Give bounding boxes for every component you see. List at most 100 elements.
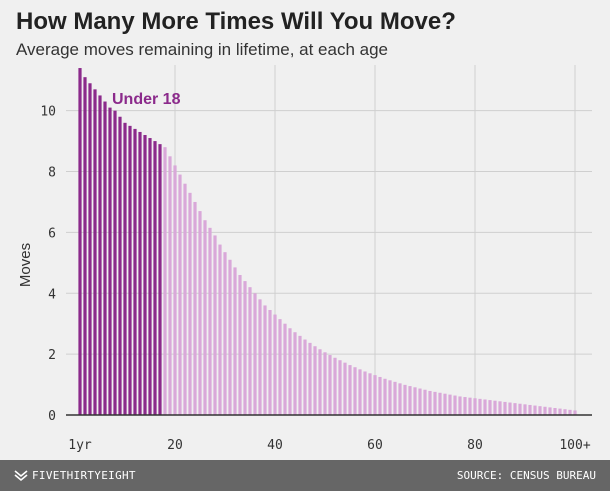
bar-age-64 bbox=[393, 381, 397, 415]
bar-age-84 bbox=[493, 400, 497, 415]
bar-age-19 bbox=[168, 156, 172, 415]
y-axis-label: Moves bbox=[17, 243, 34, 287]
bar-age-62 bbox=[383, 378, 387, 415]
bar-age-58 bbox=[363, 371, 367, 415]
bar-age-71 bbox=[428, 390, 432, 415]
bar-age-8 bbox=[113, 110, 117, 416]
bar-age-11 bbox=[128, 125, 132, 415]
source-credit: SOURCE: CENSUS BUREAU bbox=[456, 469, 596, 482]
bar-age-23 bbox=[188, 192, 192, 415]
bar-age-51 bbox=[328, 355, 332, 415]
bar-age-3 bbox=[88, 83, 92, 416]
bar-age-12 bbox=[133, 128, 137, 416]
bar-age-22 bbox=[183, 183, 187, 415]
x-tick-label: 20 bbox=[167, 438, 183, 453]
bar-age-66 bbox=[403, 384, 407, 415]
bar-age-60 bbox=[373, 375, 377, 415]
bar-age-13 bbox=[138, 131, 142, 415]
bar-age-7 bbox=[108, 107, 112, 415]
bar-age-4 bbox=[93, 89, 97, 415]
bar-age-50 bbox=[323, 352, 327, 415]
bar-age-31 bbox=[228, 259, 232, 415]
bar-age-74 bbox=[443, 393, 447, 415]
bar-age-6 bbox=[103, 101, 107, 416]
bar-age-82 bbox=[483, 399, 487, 415]
bar-age-55 bbox=[348, 365, 352, 415]
bar-age-75 bbox=[448, 394, 452, 415]
bar-age-67 bbox=[408, 386, 412, 415]
bar-age-42 bbox=[283, 323, 287, 415]
bar-age-68 bbox=[413, 387, 417, 415]
bar-age-92 bbox=[533, 405, 537, 415]
bars bbox=[78, 68, 577, 416]
bar-age-10 bbox=[123, 122, 127, 416]
bar-age-16 bbox=[153, 141, 157, 415]
bar-age-53 bbox=[338, 360, 342, 415]
bar-age-15 bbox=[148, 138, 152, 416]
bar-age-79 bbox=[468, 397, 472, 415]
bar-chart: 0 2 4 6 8 10 1yr 20 40 60 80 100+ Moves Under 18 bbox=[17, 65, 592, 453]
brand-label: FIVETHIRTYEIGHT bbox=[32, 469, 136, 482]
bar-age-20 bbox=[173, 165, 177, 415]
bar-age-45 bbox=[298, 335, 302, 415]
bar-age-43 bbox=[288, 328, 292, 415]
bar-age-56 bbox=[353, 367, 357, 415]
bar-age-32 bbox=[233, 267, 237, 415]
bar-age-2 bbox=[83, 77, 87, 415]
bar-age-63 bbox=[388, 380, 392, 415]
bar-age-5 bbox=[98, 95, 102, 415]
bar-age-100 bbox=[573, 410, 577, 415]
bar-age-24 bbox=[193, 201, 197, 415]
y-tick-label: 4 bbox=[48, 287, 56, 302]
bar-age-83 bbox=[488, 400, 492, 415]
x-tick-label: 1yr bbox=[68, 438, 92, 453]
bar-age-48 bbox=[313, 346, 317, 415]
bar-age-1 bbox=[78, 68, 82, 415]
bar-age-35 bbox=[248, 287, 252, 415]
bar-age-36 bbox=[253, 293, 257, 415]
bar-age-73 bbox=[438, 392, 442, 415]
x-tick-label: 80 bbox=[467, 438, 483, 453]
bar-age-54 bbox=[343, 362, 347, 415]
bar-age-27 bbox=[208, 227, 212, 415]
bar-age-44 bbox=[293, 332, 297, 415]
bar-age-28 bbox=[213, 235, 217, 415]
bar-age-95 bbox=[548, 407, 552, 415]
bar-age-98 bbox=[563, 409, 567, 415]
x-tick-label: 100+ bbox=[559, 438, 590, 453]
bar-age-33 bbox=[238, 275, 242, 415]
fivethirtyeight-logo-icon bbox=[14, 469, 28, 481]
bar-age-69 bbox=[418, 388, 422, 415]
bar-age-91 bbox=[528, 404, 532, 415]
bar-age-85 bbox=[498, 401, 502, 415]
chart-title: How Many More Times Will You Move? bbox=[16, 8, 456, 35]
bar-age-14 bbox=[143, 135, 147, 415]
x-tick-label: 40 bbox=[267, 438, 283, 453]
bar-age-39 bbox=[268, 310, 272, 415]
bar-age-96 bbox=[553, 408, 557, 415]
tick-labels: 0 2 4 6 8 10 1yr 20 40 60 80 100+ bbox=[40, 105, 590, 453]
bar-age-37 bbox=[258, 299, 262, 415]
bar-age-26 bbox=[203, 220, 207, 415]
y-tick-label: 10 bbox=[40, 105, 56, 120]
bar-age-78 bbox=[463, 397, 467, 415]
bar-age-86 bbox=[503, 401, 507, 415]
y-tick-label: 6 bbox=[48, 226, 56, 241]
bar-age-99 bbox=[568, 409, 572, 415]
bar-age-61 bbox=[378, 376, 382, 415]
bar-age-9 bbox=[118, 116, 122, 415]
bar-age-29 bbox=[218, 244, 222, 415]
bar-age-87 bbox=[508, 402, 512, 415]
bar-age-90 bbox=[523, 404, 527, 415]
bar-age-76 bbox=[453, 395, 457, 415]
bar-age-40 bbox=[273, 314, 277, 415]
footer-bar: FIVETHIRTYEIGHT SOURCE: CENSUS BUREAU bbox=[0, 460, 610, 491]
bar-age-52 bbox=[333, 357, 337, 415]
under-18-annotation: Under 18 bbox=[112, 91, 181, 108]
bar-age-89 bbox=[518, 403, 522, 415]
bar-age-25 bbox=[198, 211, 202, 415]
brand: FIVETHIRTYEIGHT bbox=[14, 469, 136, 482]
bar-age-30 bbox=[223, 252, 227, 415]
bar-age-97 bbox=[558, 408, 562, 415]
x-tick-label: 60 bbox=[367, 438, 383, 453]
